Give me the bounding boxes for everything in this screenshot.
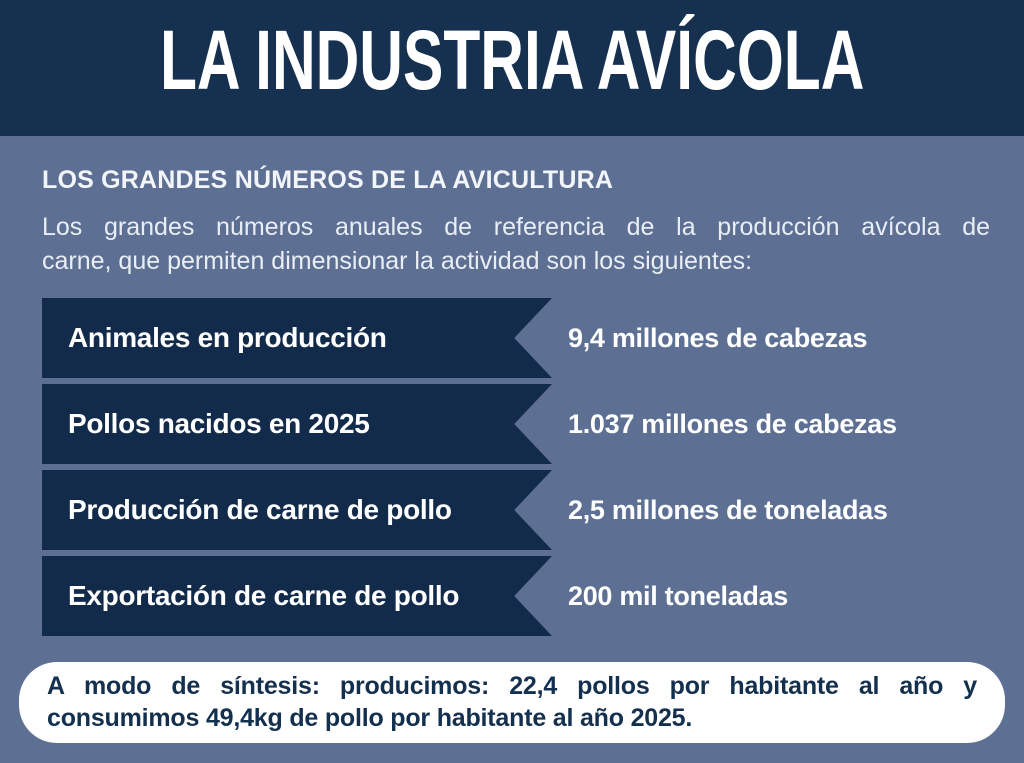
stat-label: Exportación de carne de pollo: [68, 580, 460, 611]
stat-ribbon: Exportación de carne de pollo: [42, 556, 552, 636]
stat-label: Pollos nacidos en 2025: [68, 408, 370, 439]
intro-paragraph: Los grandes números anuales de referenci…: [42, 210, 990, 278]
stat-ribbon: Pollos nacidos en 2025: [42, 384, 552, 464]
stat-value: 1.037 millones de cabezas: [568, 408, 897, 439]
intro-paragraph-line-2: carne, que permiten dimensionar la activ…: [42, 247, 753, 275]
page-title: LA INDUSTRIA AVÍCOLA: [159, 12, 865, 107]
stat-value: 2,5 millones de toneladas: [568, 494, 888, 525]
stat-row-pollos-nacidos: Pollos nacidos en 2025 1.037 millones de…: [42, 384, 990, 464]
stat-value: 200 mil toneladas: [568, 580, 788, 611]
stat-label: Producción de carne de pollo: [68, 494, 452, 525]
stat-ribbon: Animales en producción: [42, 298, 552, 378]
stat-label: Animales en producción: [68, 322, 387, 353]
summary-line-2: consumimos 49,4kg de pollo por habitante…: [47, 704, 693, 732]
stat-row-produccion-carne: Producción de carne de pollo 2,5 millone…: [42, 470, 990, 550]
summary-callout: A modo de síntesis: producimos: 22,4 pol…: [19, 662, 1005, 743]
stat-ribbon: Producción de carne de pollo: [42, 470, 552, 550]
stat-row-exportacion-carne: Exportación de carne de pollo 200 mil to…: [42, 556, 990, 636]
stat-value: 9,4 millones de cabezas: [568, 322, 868, 353]
stats-list: Animales en producción 9,4 millones de c…: [42, 298, 990, 636]
section-heading: LOS GRANDES NÚMEROS DE LA AVICULTURA: [42, 166, 614, 194]
title-banner: LA INDUSTRIA AVÍCOLA: [0, 0, 1024, 136]
summary-line-1: A modo de síntesis: producimos: 22,4 pol…: [47, 672, 977, 700]
stat-row-animales: Animales en producción 9,4 millones de c…: [42, 298, 990, 378]
main-content: LOS GRANDES NÚMEROS DE LA AVICULTURA Los…: [0, 166, 1024, 636]
intro-paragraph-line-1: Los grandes números anuales de referenci…: [42, 213, 990, 241]
